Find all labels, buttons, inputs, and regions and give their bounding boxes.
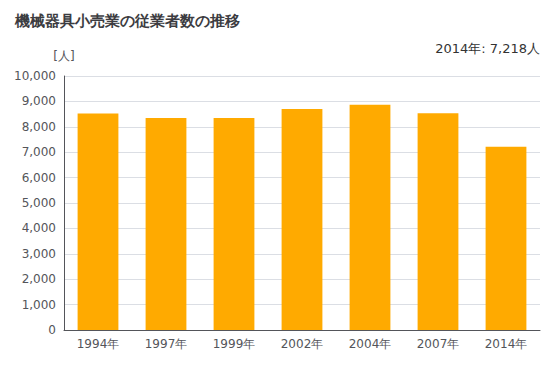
svg-text:2014年: 2014年 (485, 337, 528, 351)
svg-text:1997年: 1997年 (145, 337, 188, 351)
svg-text:2002年: 2002年 (281, 337, 324, 351)
svg-text:9,000: 9,000 (22, 94, 56, 108)
svg-text:0: 0 (48, 323, 56, 337)
svg-text:10,000: 10,000 (14, 69, 56, 83)
svg-text:1,000: 1,000 (22, 298, 56, 312)
svg-text:機械器具小売業の従業者数の推移: 機械器具小売業の従業者数の推移 (14, 12, 240, 30)
svg-text:3,000: 3,000 (22, 247, 56, 261)
svg-text:8,000: 8,000 (22, 120, 56, 134)
svg-text:1999年: 1999年 (213, 337, 256, 351)
svg-text:6,000: 6,000 (22, 171, 56, 185)
svg-text:7,000: 7,000 (22, 145, 56, 159)
svg-text:5,000: 5,000 (22, 196, 56, 210)
svg-text:2004年: 2004年 (349, 337, 392, 351)
svg-text:2014年: 7,218人: 2014年: 7,218人 (435, 41, 540, 56)
svg-text:2,000: 2,000 (22, 272, 56, 286)
svg-text:2007年: 2007年 (417, 337, 460, 351)
svg-text:[人]: [人] (53, 49, 74, 63)
svg-text:1994年: 1994年 (77, 337, 120, 351)
svg-text:4,000: 4,000 (22, 221, 56, 235)
